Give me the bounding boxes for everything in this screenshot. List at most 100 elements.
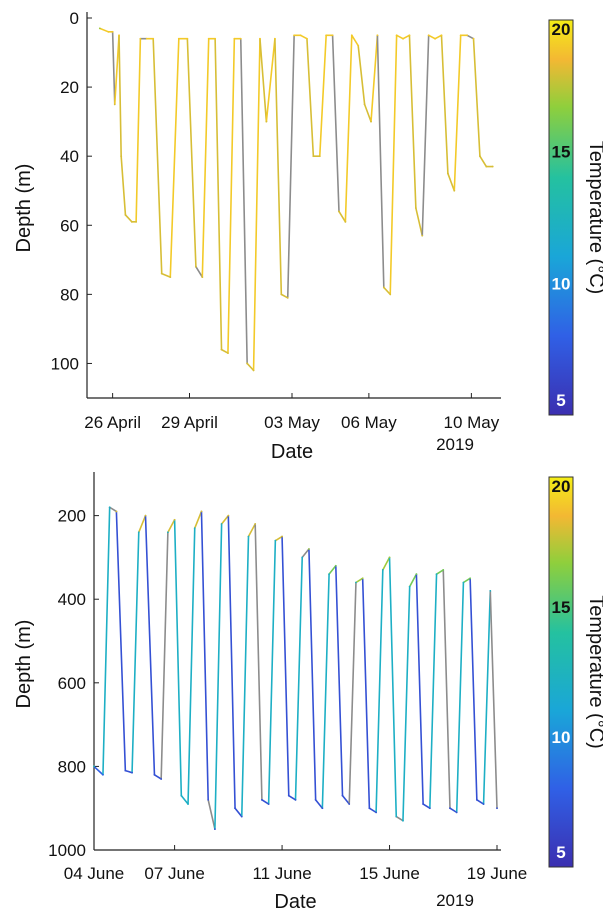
trace-segment [331, 34, 340, 213]
y-tick-label: 600 [58, 674, 86, 693]
trace-segment [449, 807, 458, 814]
x-tick-label: 26 April [84, 413, 141, 432]
trace-point [381, 569, 384, 571]
trace-segment [415, 207, 424, 237]
trace-segment [144, 514, 156, 776]
trace-segment [207, 799, 216, 830]
trace-point [234, 807, 236, 810]
trace-segment [113, 34, 120, 106]
trace-segment [376, 34, 385, 289]
trace-segment [453, 34, 462, 192]
trace-segment [344, 34, 353, 223]
trace-point [240, 815, 243, 818]
trace-point [102, 773, 104, 776]
trace-point [376, 34, 379, 37]
trace-point [145, 37, 148, 40]
trace-segment [368, 807, 377, 814]
trace-point [118, 34, 120, 37]
trace-segment [115, 510, 127, 772]
trace-point [274, 539, 277, 542]
trace-point [325, 34, 328, 37]
trace-point [195, 265, 197, 268]
trace-point [421, 234, 424, 237]
trace-point [334, 564, 337, 567]
trace-segment [259, 37, 268, 123]
trace-point [389, 293, 392, 296]
trace-point [489, 589, 492, 592]
trace-point [496, 807, 498, 810]
trace-segment [363, 103, 372, 123]
trace-segment [247, 523, 256, 538]
trace-segment [227, 514, 236, 810]
trace-segment [318, 34, 327, 157]
trace-point [280, 293, 283, 296]
depth-trace [98, 27, 494, 372]
trace-point [169, 276, 172, 278]
trace-point [124, 769, 127, 772]
trace-segment [111, 31, 116, 106]
year-label: 2019 [436, 891, 474, 910]
trace-point [239, 37, 242, 40]
trace-point [200, 510, 203, 513]
trace-point [108, 506, 111, 509]
colorbar-label: Temperature (°C) [585, 141, 603, 295]
trace-segment [306, 37, 315, 157]
trace-segment [395, 34, 404, 40]
trace-point [160, 272, 163, 275]
colorbar-tick-label: 5 [556, 843, 565, 862]
trace-segment [214, 37, 223, 351]
trace-point [93, 765, 95, 768]
trace-segment [265, 37, 276, 123]
trace-point [214, 37, 217, 40]
trace-segment [234, 807, 243, 818]
trace-point [434, 37, 436, 40]
trace-segment [489, 590, 498, 810]
trace-point [422, 803, 425, 805]
trace-segment [415, 573, 424, 805]
trace-segment [357, 44, 366, 106]
trace-point [314, 798, 317, 801]
x-tick-label: 11 June [252, 864, 311, 883]
trace-point [453, 189, 456, 192]
trace-point [186, 37, 189, 40]
trace-point [173, 518, 176, 521]
trace-point [139, 37, 142, 40]
trace-point [355, 581, 357, 584]
trace-segment [153, 773, 162, 780]
trace-segment [440, 34, 449, 175]
x-tick-label: 15 June [359, 864, 420, 883]
trace-point [331, 34, 334, 37]
trace-point [220, 523, 223, 525]
trace-point [395, 34, 398, 37]
trace-segment [118, 34, 122, 157]
x-tick-label: 06 May [341, 413, 397, 432]
trace-point [111, 30, 114, 33]
trace-segment [427, 34, 436, 40]
x-axis-label: Date [274, 891, 316, 912]
trace-segment [274, 37, 283, 296]
trace-point [361, 577, 364, 580]
x-tick-label: 10 May [444, 413, 500, 432]
year-label: 2019 [436, 435, 474, 454]
trace-segment [287, 794, 297, 801]
trace-segment [160, 531, 169, 780]
trace-point [246, 362, 249, 365]
trace-segment [186, 37, 197, 268]
trace-segment [355, 577, 364, 584]
colorbar-tick-label: 5 [556, 391, 565, 410]
trace-point [414, 207, 417, 209]
trace-point [98, 27, 101, 30]
trace-segment [281, 535, 290, 797]
trace-segment [375, 569, 384, 814]
trace-point [301, 556, 304, 559]
x-tick-label: 29 April [161, 413, 218, 432]
colorbar-tick-label: 20 [552, 20, 571, 39]
x-tick-label: 19 June [467, 864, 528, 883]
trace-point [144, 514, 147, 517]
trace-segment [408, 34, 417, 209]
y-tick-label: 400 [58, 590, 86, 609]
trace-segment [389, 34, 398, 296]
trace-point [402, 819, 404, 822]
trace-point [408, 34, 411, 37]
trace-point [338, 210, 340, 213]
